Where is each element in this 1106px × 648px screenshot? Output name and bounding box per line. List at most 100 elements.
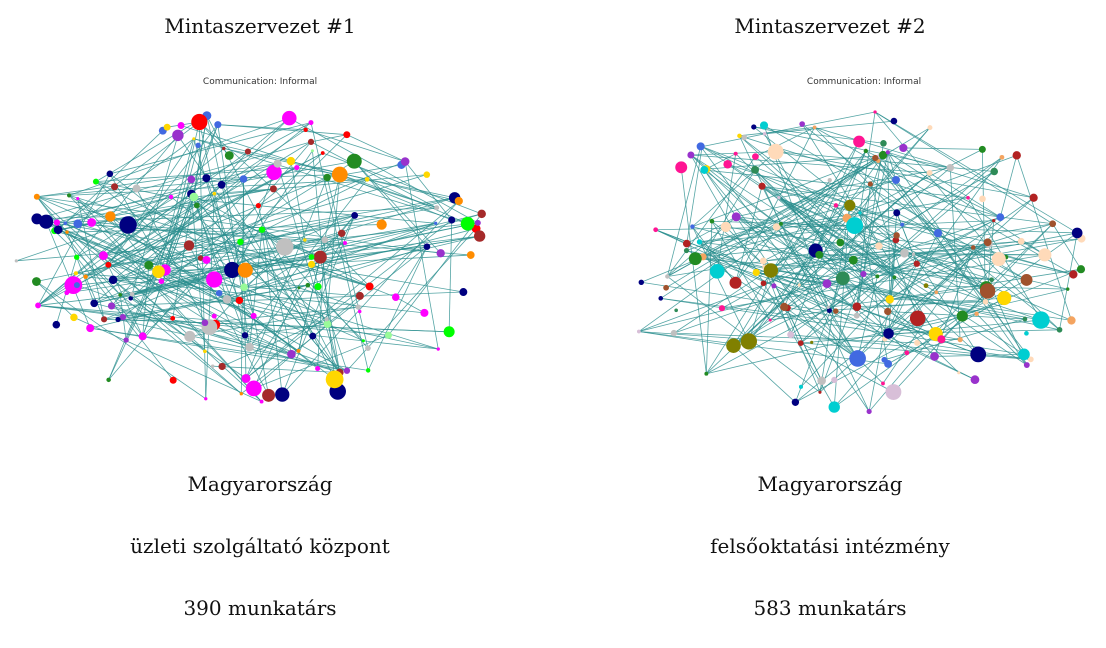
node xyxy=(1020,274,1033,286)
node xyxy=(343,367,351,374)
edge xyxy=(874,111,1000,260)
edge xyxy=(780,223,858,359)
node xyxy=(52,320,61,329)
node xyxy=(266,164,282,180)
edge xyxy=(247,117,290,152)
node xyxy=(996,213,1005,221)
node xyxy=(990,167,999,176)
node xyxy=(63,221,68,226)
edge xyxy=(404,161,453,221)
edge xyxy=(666,146,702,277)
edge xyxy=(45,221,91,329)
node xyxy=(733,151,738,156)
node xyxy=(275,238,294,256)
edge xyxy=(117,319,348,372)
node xyxy=(970,245,976,250)
node xyxy=(827,178,832,183)
node xyxy=(262,388,276,402)
edge xyxy=(799,283,828,286)
node xyxy=(740,333,758,350)
node xyxy=(900,248,909,258)
node xyxy=(346,153,362,169)
node xyxy=(1038,248,1052,262)
node xyxy=(798,384,804,389)
node xyxy=(787,331,795,339)
edge xyxy=(888,329,1060,334)
node xyxy=(726,338,741,353)
node xyxy=(206,271,223,288)
edge xyxy=(56,207,437,223)
edge xyxy=(962,268,1082,317)
edge xyxy=(775,151,995,172)
edge xyxy=(704,169,820,256)
node xyxy=(885,384,902,400)
edge xyxy=(998,258,1074,275)
node xyxy=(690,224,695,229)
edge xyxy=(125,124,219,341)
node xyxy=(192,137,196,141)
edge xyxy=(76,177,207,258)
node xyxy=(222,146,226,151)
edge xyxy=(638,331,1031,360)
node xyxy=(342,240,348,245)
edge xyxy=(448,220,453,332)
node xyxy=(460,216,475,231)
edge xyxy=(120,222,436,296)
edge xyxy=(68,194,370,287)
node xyxy=(73,271,78,276)
edge xyxy=(165,222,436,271)
edge xyxy=(735,223,782,283)
edge xyxy=(113,235,480,281)
node xyxy=(294,164,300,171)
node xyxy=(307,138,315,145)
node xyxy=(224,151,234,160)
node xyxy=(211,313,217,319)
edge xyxy=(770,254,820,271)
node xyxy=(303,238,307,242)
edge xyxy=(76,246,427,286)
node xyxy=(331,166,348,183)
node xyxy=(881,356,888,363)
node xyxy=(1067,316,1076,325)
edge xyxy=(1059,232,1078,330)
node xyxy=(376,219,387,230)
node xyxy=(115,316,121,323)
edge xyxy=(660,155,880,299)
edge xyxy=(761,185,1074,275)
edge xyxy=(701,146,903,225)
node xyxy=(1029,193,1038,202)
edge xyxy=(660,297,936,335)
edge xyxy=(108,138,195,266)
node xyxy=(875,274,880,279)
edge xyxy=(673,217,848,334)
node xyxy=(86,324,95,333)
edge xyxy=(778,197,937,293)
node xyxy=(767,143,784,160)
edge xyxy=(261,229,335,380)
edge xyxy=(819,273,864,393)
edge xyxy=(112,161,406,281)
node xyxy=(779,221,783,226)
node xyxy=(118,293,123,297)
edge xyxy=(244,323,328,336)
node xyxy=(477,209,486,219)
edge xyxy=(310,141,437,209)
node xyxy=(957,371,961,375)
node xyxy=(997,291,1012,306)
node xyxy=(108,275,118,285)
edge xyxy=(800,310,830,344)
edge xyxy=(733,141,860,346)
edge xyxy=(764,120,894,135)
edge xyxy=(221,318,327,367)
edge xyxy=(46,221,346,244)
edge xyxy=(226,298,328,325)
edge xyxy=(735,153,960,373)
edge xyxy=(800,263,918,388)
edge xyxy=(926,285,1068,290)
edge xyxy=(999,155,1018,218)
edge xyxy=(119,294,242,395)
node xyxy=(923,283,929,289)
node xyxy=(119,313,127,321)
node xyxy=(970,346,987,363)
node xyxy=(357,309,362,314)
